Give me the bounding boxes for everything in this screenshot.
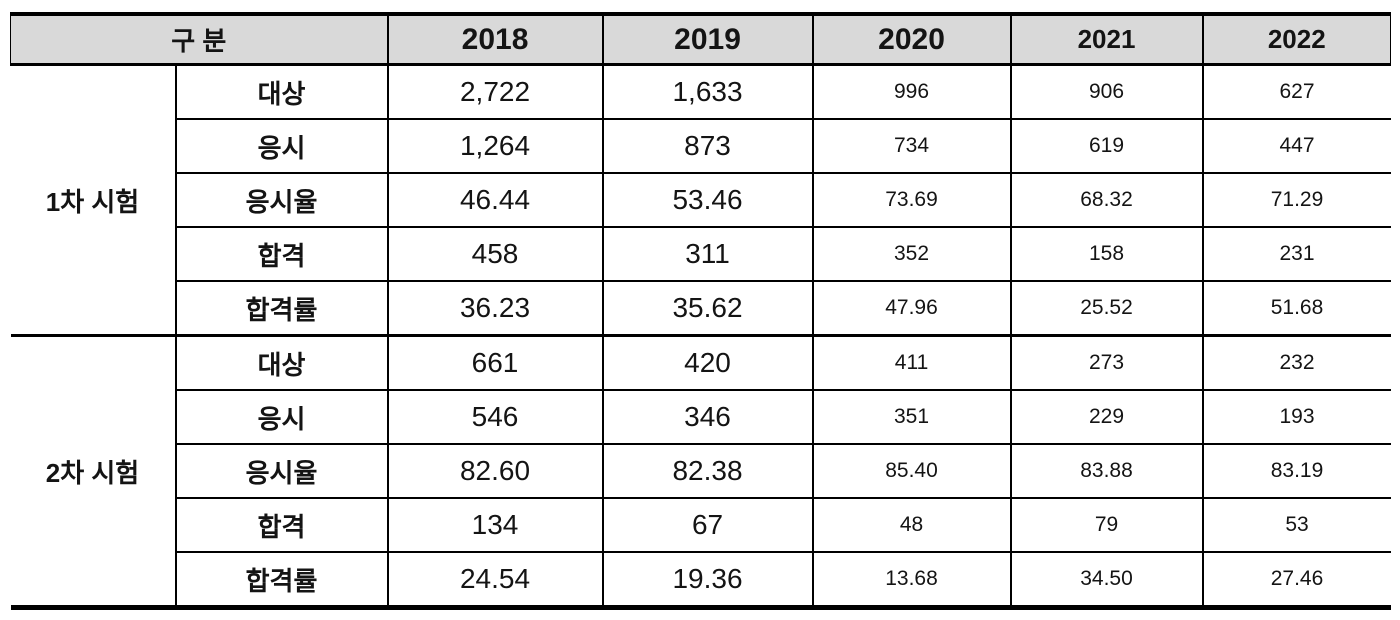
header-year-2018: 2018	[386, 14, 603, 66]
table-row: 합격률 36.23 35.62 47.96 25.52 51.68	[11, 280, 1391, 336]
table-cell: 546	[386, 389, 603, 444]
table-cell: 48	[811, 497, 1011, 552]
table-row: 응시율 46.44 53.46 73.69 68.32 71.29	[11, 172, 1391, 227]
table-cell: 34.50	[1009, 551, 1203, 608]
table-cell: 906	[1009, 63, 1203, 119]
table-cell: 158	[1009, 226, 1203, 281]
table-cell: 73.69	[811, 172, 1011, 227]
group-label-first-exam: 1차 시험	[10, 63, 176, 336]
table-cell: 661	[386, 334, 603, 390]
table-cell: 1,264	[386, 118, 603, 173]
row-label: 응시율	[174, 443, 388, 498]
table-cell: 82.38	[601, 443, 813, 498]
row-label: 합격률	[174, 551, 388, 608]
header-year-2019: 2019	[601, 14, 813, 66]
table-header: 구 분 2018 2019 2020 2021 2022	[9, 14, 1392, 66]
header-category: 구 분	[9, 14, 388, 66]
exam-stats-table: 구 분 2018 2019 2020 2021 2022 1차 시험 대상 2,…	[9, 12, 1392, 610]
table-cell: 447	[1201, 118, 1391, 173]
table-cell: 13.68	[811, 551, 1011, 608]
table-cell: 232	[1201, 334, 1391, 390]
table-cell: 627	[1201, 63, 1391, 119]
table-row: 합격 134 67 48 79 53	[11, 497, 1391, 552]
table-cell: 411	[811, 334, 1011, 390]
table-cell: 27.46	[1201, 551, 1391, 608]
table-cell: 79	[1009, 497, 1203, 552]
table-cell: 346	[601, 389, 813, 444]
table-cell: 134	[386, 497, 603, 552]
table-cell: 619	[1009, 118, 1203, 173]
table-cell: 873	[601, 118, 813, 173]
table-cell: 82.60	[386, 443, 603, 498]
table-cell: 311	[601, 226, 813, 281]
section-first-exam: 1차 시험 대상 2,722 1,633 996 906 627 응시 1,26…	[10, 63, 1391, 336]
table-cell: 24.54	[386, 551, 603, 608]
table-row: 1차 시험 대상 2,722 1,633 996 906 627	[10, 63, 1391, 336]
row-label: 대상	[174, 334, 388, 390]
table-cell: 85.40	[811, 443, 1011, 498]
table-cell: 68.32	[1009, 172, 1203, 227]
table-cell: 2,722	[386, 63, 603, 119]
row-label: 합격	[174, 226, 388, 281]
row-label: 합격률	[174, 280, 388, 336]
table-cell: 352	[811, 226, 1011, 281]
table-cell: 53.46	[601, 172, 813, 227]
table-cell: 231	[1201, 226, 1391, 281]
table-cell: 19.36	[601, 551, 813, 608]
header-year-2022: 2022	[1201, 14, 1392, 66]
table-cell: 35.62	[601, 280, 813, 336]
header-year-2020: 2020	[811, 14, 1011, 66]
table-cell: 25.52	[1009, 280, 1203, 336]
table-row: 응시율 82.60 82.38 85.40 83.88 83.19	[11, 443, 1391, 498]
row-label: 응시	[174, 118, 388, 173]
table-row: 응시 1,264 873 734 619 447	[11, 118, 1391, 173]
table-row: 응시 546 346 351 229 193	[11, 389, 1391, 444]
table-cell: 273	[1009, 334, 1203, 390]
table-cell: 53	[1201, 497, 1391, 552]
row-label: 응시율	[174, 172, 388, 227]
table-row: 합격률 24.54 19.36 13.68 34.50 27.46	[11, 551, 1391, 608]
table-cell: 351	[811, 389, 1011, 444]
table-cell: 458	[386, 226, 603, 281]
table-cell: 420	[601, 334, 813, 390]
section-second-exam: 2차 시험 대상 661 420 411 273 232 응시 546 346 …	[10, 334, 1391, 608]
table-cell: 51.68	[1201, 280, 1391, 336]
table-row: 2차 시험 대상 661 420 411 273 232	[10, 334, 1391, 608]
table-cell: 996	[811, 63, 1011, 119]
table-cell: 46.44	[386, 172, 603, 227]
table-cell: 734	[811, 118, 1011, 173]
row-label: 대상	[174, 63, 388, 119]
table-cell: 83.88	[1009, 443, 1203, 498]
group-label-second-exam: 2차 시험	[10, 334, 176, 608]
table-row: 합격 458 311 352 158 231	[11, 226, 1391, 281]
table-cell: 83.19	[1201, 443, 1391, 498]
table-cell: 229	[1009, 389, 1203, 444]
table-cell: 67	[601, 497, 813, 552]
table-cell: 47.96	[811, 280, 1011, 336]
header-year-2021: 2021	[1009, 14, 1203, 66]
row-label: 합격	[174, 497, 388, 552]
table-cell: 193	[1201, 389, 1391, 444]
row-label: 응시	[174, 389, 388, 444]
table-cell: 36.23	[386, 280, 603, 336]
table-cell: 71.29	[1201, 172, 1391, 227]
table-cell: 1,633	[601, 63, 813, 119]
header-row: 구 분 2018 2019 2020 2021 2022	[9, 14, 1392, 66]
